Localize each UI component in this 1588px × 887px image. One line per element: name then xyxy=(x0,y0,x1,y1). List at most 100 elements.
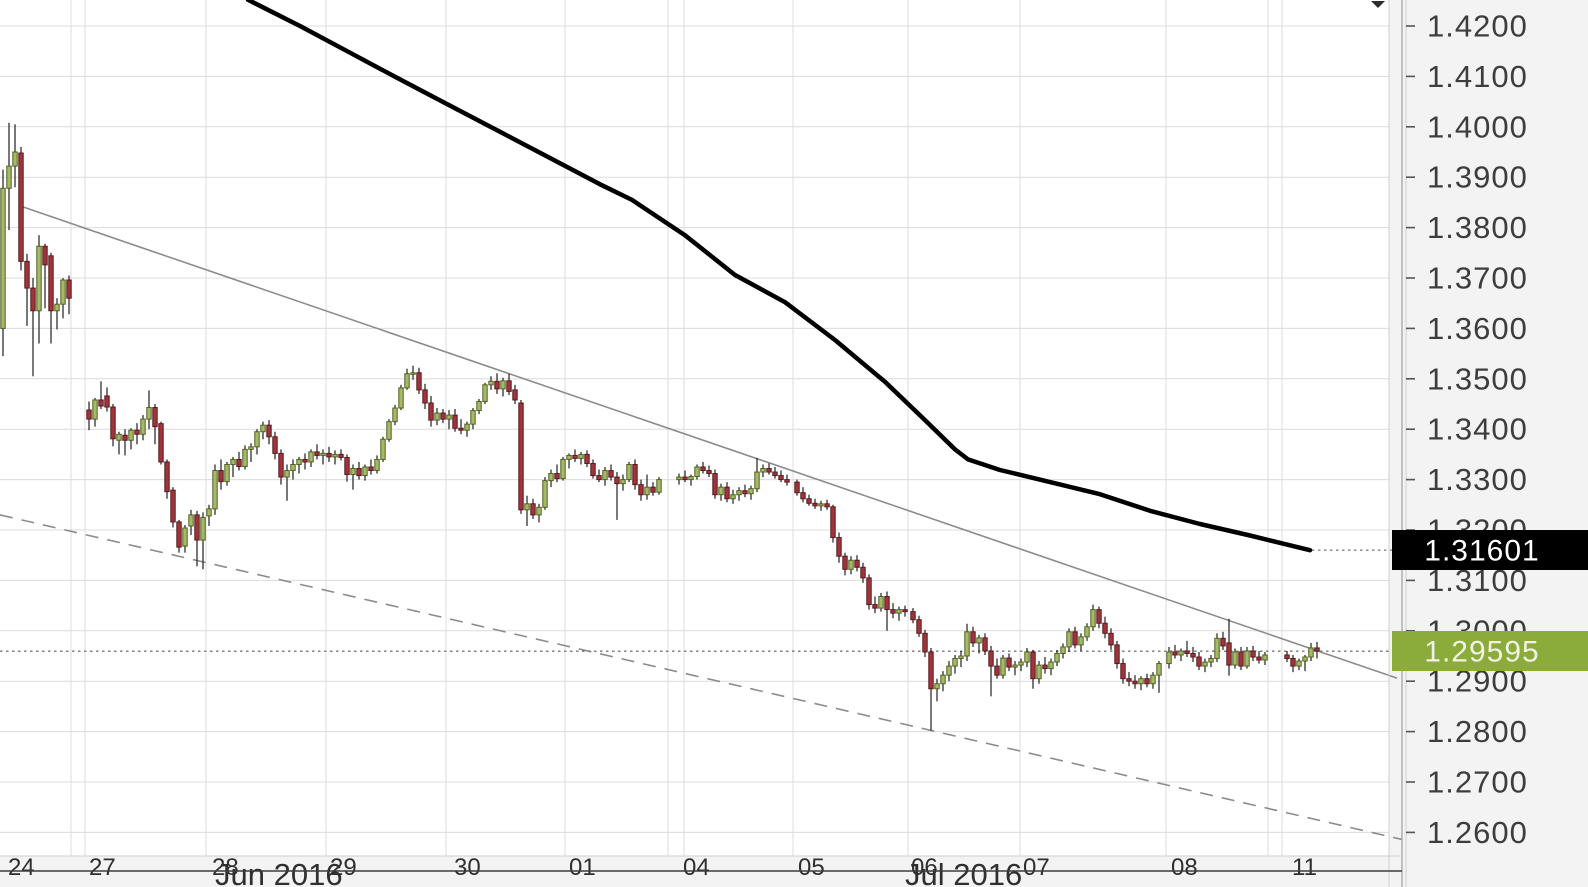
candle-down xyxy=(194,514,200,541)
candle-down xyxy=(1184,650,1190,654)
candle-up xyxy=(1066,631,1072,648)
candle-down xyxy=(682,476,688,481)
candle-down xyxy=(338,453,344,458)
candle-down xyxy=(902,609,908,613)
candle-up xyxy=(946,665,952,676)
candle-down xyxy=(1042,664,1048,670)
candle-down xyxy=(884,596,890,611)
candle-down xyxy=(1102,622,1108,634)
candle-down xyxy=(766,468,772,473)
candle-up xyxy=(470,410,476,425)
candle-down xyxy=(632,463,638,486)
candle-up xyxy=(140,418,146,435)
candle-up xyxy=(736,490,742,496)
candle-down xyxy=(994,665,1000,676)
price-axis-strip[interactable] xyxy=(1389,0,1588,887)
candle-up xyxy=(958,655,964,660)
candle-down xyxy=(854,559,860,568)
candle-up xyxy=(6,165,12,189)
month-label: Jul 2016 xyxy=(905,857,1022,887)
candle-down xyxy=(170,489,176,523)
candle-up xyxy=(1036,664,1042,680)
price-tick-label: 1.3600 xyxy=(1427,311,1528,346)
candle-up xyxy=(230,458,236,465)
candle-up xyxy=(940,674,946,685)
candle-up xyxy=(1024,651,1030,663)
candle-down xyxy=(970,631,976,644)
candle-up xyxy=(578,453,584,459)
candle-up xyxy=(1166,651,1172,665)
candle-up xyxy=(350,468,356,476)
channel-trendline-dashed[interactable] xyxy=(0,514,1403,841)
candle-down xyxy=(494,380,500,390)
candle-down xyxy=(176,521,182,548)
candle-down xyxy=(1144,678,1150,685)
candle-down xyxy=(988,650,994,667)
candle-down xyxy=(872,604,878,609)
candle-down xyxy=(614,476,620,485)
moving-average-polyline[interactable] xyxy=(245,0,1313,553)
candle-up xyxy=(1202,661,1208,667)
candle-down xyxy=(1238,651,1244,667)
candle-down xyxy=(638,484,644,496)
candle-up xyxy=(748,488,754,495)
channel-trendline-solid[interactable] xyxy=(19,205,1398,679)
candle-up xyxy=(446,414,452,420)
day-label: 24 xyxy=(8,854,35,881)
candle-up xyxy=(92,399,98,420)
candle-up xyxy=(536,506,542,516)
candle-down xyxy=(452,414,458,429)
candle-down xyxy=(18,152,24,262)
candle-up xyxy=(1308,647,1314,658)
candle-down xyxy=(344,456,350,476)
candle-down xyxy=(518,402,524,511)
candle-down xyxy=(812,502,818,507)
candle-up xyxy=(730,494,736,500)
candle-down xyxy=(806,498,812,504)
day-label: 08 xyxy=(1171,854,1198,881)
candle-down xyxy=(842,555,848,570)
candle-down xyxy=(1290,658,1296,667)
candle-up xyxy=(36,245,42,312)
candle-up xyxy=(482,384,488,402)
candle-down xyxy=(1120,663,1126,680)
candle-up xyxy=(620,479,626,485)
candle-down xyxy=(608,470,614,478)
candle-down xyxy=(1114,644,1120,665)
candle-up xyxy=(182,527,188,547)
candle-down xyxy=(1006,657,1012,668)
candle-up xyxy=(1018,661,1024,666)
candle-up xyxy=(548,473,554,482)
candle-down xyxy=(104,395,110,408)
candle-down xyxy=(218,470,224,483)
candle-down xyxy=(1126,678,1132,682)
candle-down xyxy=(1030,651,1036,680)
candle-up xyxy=(0,187,6,329)
candle-up xyxy=(296,458,302,465)
candle-down xyxy=(596,475,602,481)
candle-up xyxy=(1296,660,1302,667)
candle-down xyxy=(1284,654,1290,660)
candle-up xyxy=(760,468,766,473)
candle-up xyxy=(1244,650,1250,667)
candle-up xyxy=(602,470,608,481)
candle-up xyxy=(1214,637,1220,660)
candle-up xyxy=(1178,650,1184,656)
candle-down xyxy=(416,372,422,391)
candle-down xyxy=(772,471,778,477)
candle-up xyxy=(434,412,440,421)
price-tick-label: 1.2600 xyxy=(1427,815,1528,850)
candle-up xyxy=(12,151,18,167)
candle-up xyxy=(694,466,700,478)
candle-down xyxy=(700,466,706,472)
candle-down xyxy=(1072,631,1078,646)
candle-down xyxy=(1190,652,1196,658)
axis-overflow-triangle-icon[interactable] xyxy=(1371,1,1385,8)
candle-down xyxy=(278,452,284,478)
candle-down xyxy=(1172,651,1178,656)
candle-down xyxy=(48,255,54,312)
candle-down xyxy=(890,609,896,614)
candle-down xyxy=(506,380,512,392)
